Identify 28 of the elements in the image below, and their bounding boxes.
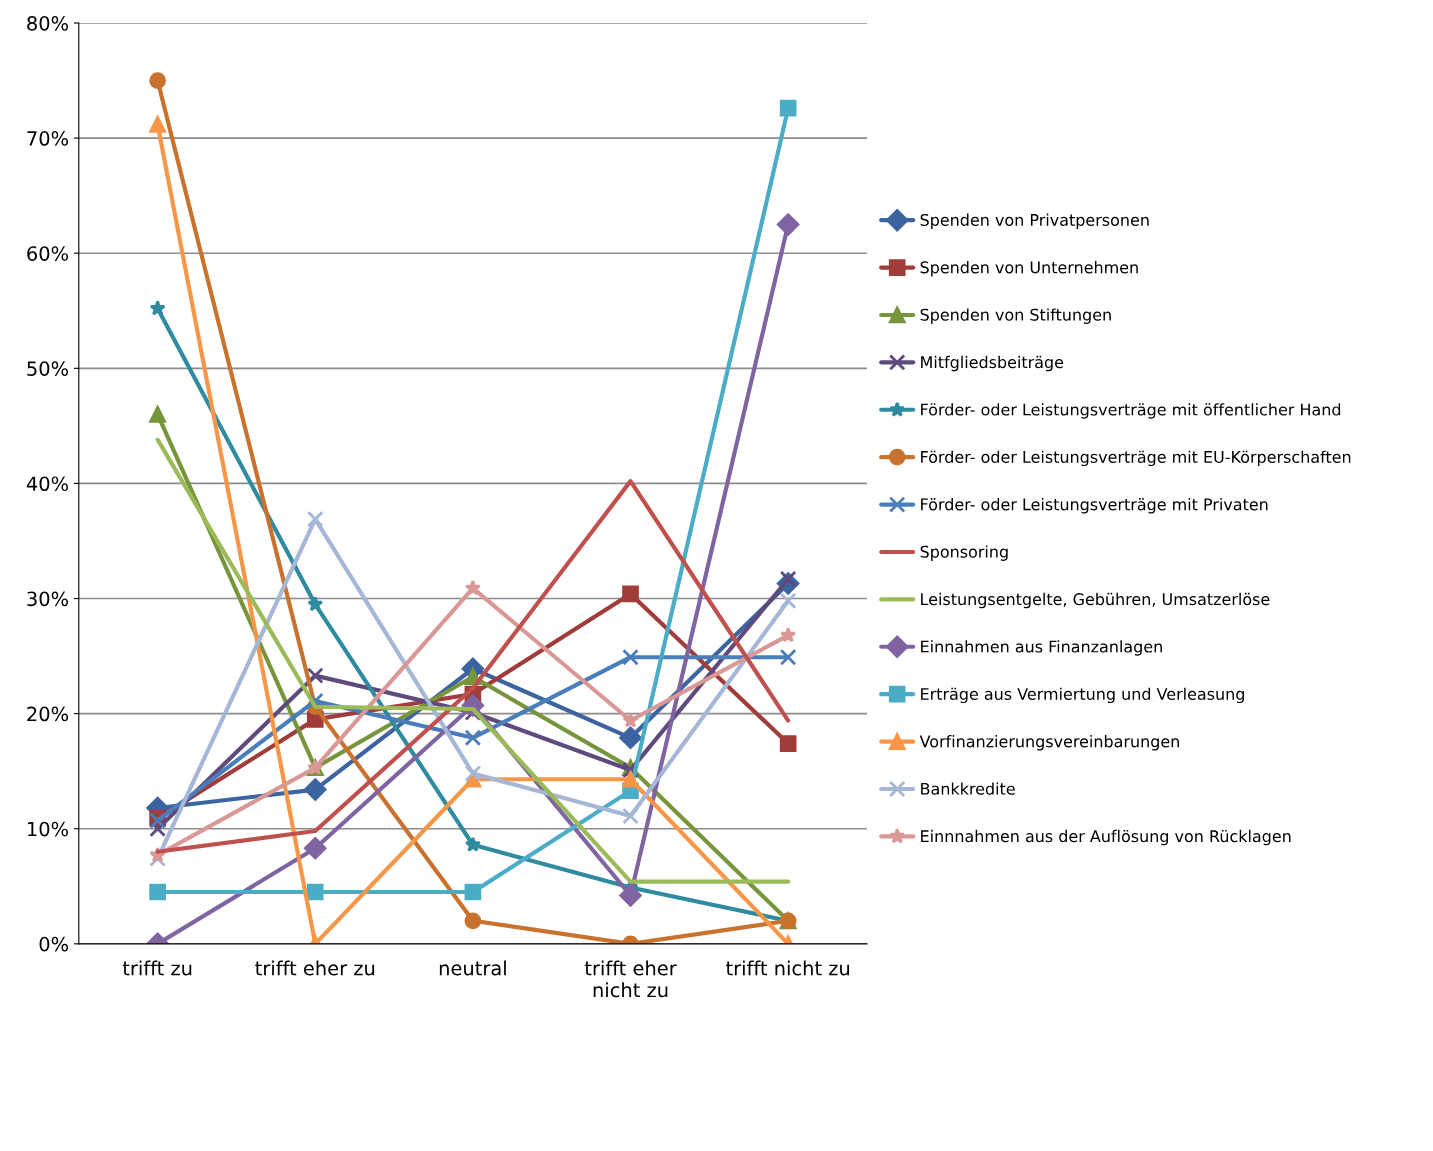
legend-label: Spenden von Unternehmen bbox=[920, 261, 1138, 277]
legend-label: Förder- oder Leistungsverträge mit Privaten bbox=[921, 498, 1268, 514]
legend-label: Einnahmen aus Finanzanlagen bbox=[921, 640, 1162, 656]
legend-label: Förder- oder Leistungsverträge mit EU-Körperschaften bbox=[921, 450, 1351, 467]
legend-label: Einnnahmen aus der Auflösung von Rücklagen bbox=[921, 829, 1291, 846]
legend-label: Bankkredite bbox=[921, 782, 1015, 795]
legend-label: Sponsoring bbox=[920, 545, 1008, 561]
y-tick-label: 60% bbox=[27, 246, 69, 261]
legend-label: Leistungsentgelte, Gebühren, Umsatzerlöse bbox=[921, 592, 1270, 609]
x-tick-label: trifft eher nicht zu bbox=[584, 960, 677, 998]
legend-label: Spenden von Privatpersonen bbox=[920, 213, 1149, 230]
x-tick-label: trifft nicht zu bbox=[726, 960, 850, 976]
legend-label: Mitfgliedsbeiträge bbox=[921, 355, 1064, 372]
legend-label: Spenden von Stiftungen bbox=[920, 308, 1111, 324]
legend-label: Förder- oder Leistungsverträge mit öffentlicher Hand bbox=[921, 403, 1341, 419]
y-tick-label: 50% bbox=[27, 361, 69, 376]
x-tick-label: trifft eher zu bbox=[255, 960, 375, 976]
y-tick-label: 0% bbox=[39, 936, 69, 952]
y-tick-label: 70% bbox=[27, 131, 69, 146]
y-tick-label: 80% bbox=[27, 15, 69, 31]
y-tick-label: 30% bbox=[27, 591, 69, 607]
legend-label: Erträge aus Vermiertung und Verleasung bbox=[921, 687, 1244, 704]
x-tick-label: neutral bbox=[439, 960, 506, 976]
x-tick-label: trifft zu bbox=[122, 960, 192, 976]
legend-label: Vorfinanzierungsvereinbarungen bbox=[919, 735, 1179, 751]
y-tick-label: 20% bbox=[27, 706, 69, 722]
y-tick-label: 10% bbox=[28, 821, 69, 837]
y-tick-label: 40% bbox=[26, 476, 69, 492]
